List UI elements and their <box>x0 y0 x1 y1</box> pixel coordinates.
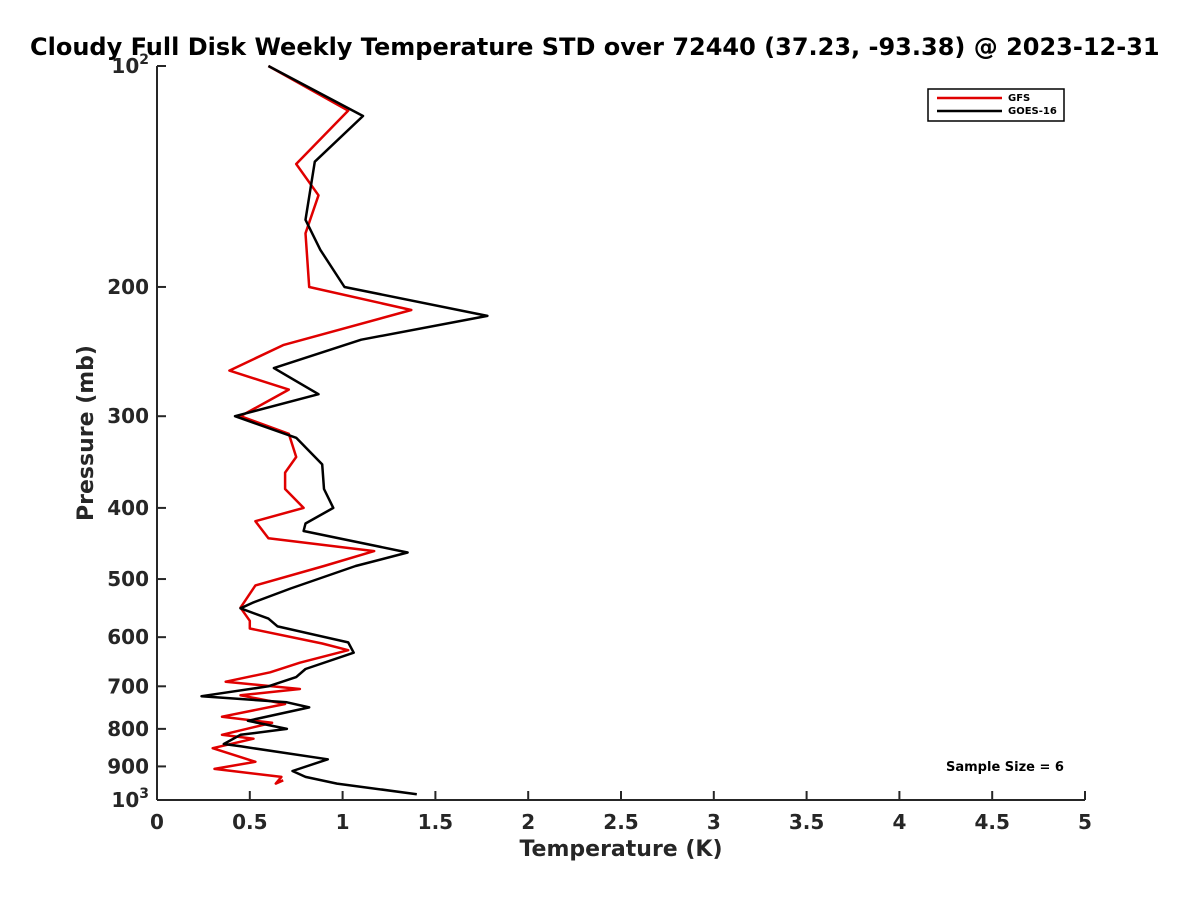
y-tick-label: 300 <box>107 404 149 428</box>
y-tick-label: 200 <box>107 275 149 299</box>
y-tick-label: 500 <box>107 567 149 591</box>
y-tick-label: 400 <box>107 496 149 520</box>
y-tick-label: 900 <box>107 754 149 778</box>
y-tick-label: 102 <box>111 52 149 78</box>
plot-area <box>200 64 489 796</box>
x-tick-label: 3.5 <box>789 810 824 834</box>
series-line-gfs <box>211 64 413 785</box>
x-tick-label: 0.5 <box>232 810 267 834</box>
x-tick-label: 2.5 <box>603 810 638 834</box>
x-tick-label: 0 <box>150 810 164 834</box>
x-ticks: 0 0.5 1 1.5 2 2.5 3 3.5 4 4.5 5 <box>150 791 1092 834</box>
sample-size-annotation: Sample Size = 6 <box>946 760 1064 775</box>
x-tick-label: 2 <box>521 810 535 834</box>
x-tick-label: 4 <box>892 810 906 834</box>
legend-label-gfs: GFS <box>1008 93 1030 104</box>
legend-box <box>927 88 1065 122</box>
legend: GFS GOES-16 <box>927 88 1065 122</box>
y-tick-label: 103 <box>111 786 149 812</box>
y-tick-label: 600 <box>107 625 149 649</box>
chart-title: Cloudy Full Disk Weekly Temperature STD … <box>30 33 1160 61</box>
series-line-goes-16 <box>200 64 489 796</box>
x-tick-label: 1.5 <box>418 810 453 834</box>
x-tick-label: 3 <box>707 810 721 834</box>
x-axis-label: Temperature (K) <box>519 837 722 862</box>
y-tick-label: 800 <box>107 717 149 741</box>
y-tick-label: 700 <box>107 674 149 698</box>
x-tick-label: 1 <box>336 810 350 834</box>
legend-label-goes-16: GOES-16 <box>1008 106 1057 117</box>
x-tick-label: 4.5 <box>974 810 1009 834</box>
x-tick-label: 5 <box>1078 810 1092 834</box>
y-ticks: 102 200 300 400 500 600 700 800 900 103 <box>107 52 166 812</box>
y-axis-label: Pressure (mb) <box>74 345 99 521</box>
